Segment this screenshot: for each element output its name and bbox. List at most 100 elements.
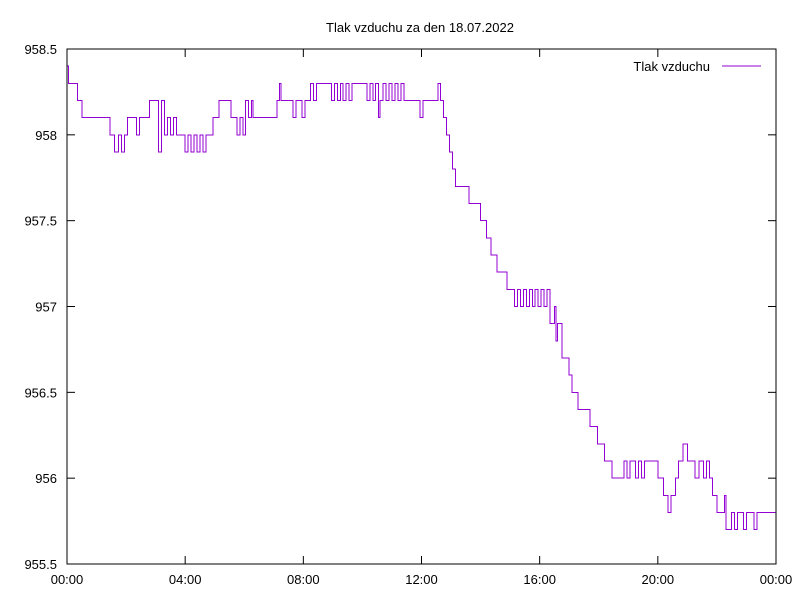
data-point: [588, 409, 589, 410]
data-point: [205, 134, 206, 135]
data-point: [663, 495, 664, 496]
data-point: [694, 478, 695, 479]
data-point: [597, 443, 598, 444]
data-point: [612, 478, 613, 479]
data-point: [610, 461, 611, 462]
x-tick-label: 20:00: [642, 572, 675, 587]
data-point: [668, 512, 669, 513]
data-point: [671, 495, 672, 496]
data-point: [80, 100, 81, 101]
data-point: [629, 461, 630, 462]
data-point: [712, 495, 713, 496]
data-point: [164, 134, 165, 135]
data-point: [239, 117, 240, 118]
data-point: [682, 443, 683, 444]
data-point: [202, 152, 203, 153]
data-point: [346, 83, 347, 84]
data-point: [161, 100, 162, 101]
y-tick-label: 957: [35, 300, 57, 315]
legend: Tlak vzduchu: [633, 59, 761, 74]
x-tick-label: 08:00: [287, 572, 320, 587]
data-point: [124, 134, 125, 135]
data-point: [603, 443, 604, 444]
data-point: [514, 306, 515, 307]
data-point: [276, 100, 277, 101]
data-point: [127, 117, 128, 118]
data-point: [295, 100, 296, 101]
data-point: [304, 100, 305, 101]
data-point: [635, 478, 636, 479]
data-point: [108, 117, 109, 118]
data-point: [490, 255, 491, 256]
data-point: [420, 117, 421, 118]
data-point: [329, 83, 330, 84]
data-point: [236, 134, 237, 135]
data-point: [662, 478, 663, 479]
data-point: [400, 83, 401, 84]
data-point: [743, 529, 744, 530]
data-point: [394, 83, 395, 84]
data-point: [507, 289, 508, 290]
data-point: [211, 134, 212, 135]
data-point: [352, 83, 353, 84]
data-point: [369, 83, 370, 84]
data-point: [194, 134, 195, 135]
data-point: [191, 152, 192, 153]
data-point: [716, 512, 717, 513]
data-point: [505, 272, 506, 273]
data-point: [75, 83, 76, 84]
data-point: [572, 392, 573, 393]
data-point: [313, 100, 314, 101]
series-layer: [67, 65, 776, 531]
data-point: [196, 152, 197, 153]
data-point: [418, 100, 419, 101]
data-point: [622, 478, 623, 479]
y-tick-label: 955.5: [24, 557, 57, 572]
data-point: [550, 323, 551, 324]
data-point: [253, 117, 254, 118]
data-point: [731, 512, 732, 513]
data-point: [230, 117, 231, 118]
data-point: [485, 220, 486, 221]
data-point: [538, 306, 539, 307]
data-point: [436, 100, 437, 101]
data-point: [699, 461, 700, 462]
data-point: [331, 100, 332, 101]
data-point: [397, 100, 398, 101]
data-point: [554, 306, 555, 307]
data-point: [567, 358, 568, 359]
data-point: [657, 478, 658, 479]
data-point: [248, 117, 249, 118]
data-point: [219, 100, 220, 101]
data-point: [136, 134, 137, 135]
data-point: [182, 134, 183, 135]
data-point: [176, 134, 177, 135]
plot-frame: [66, 48, 777, 565]
data-point: [199, 134, 200, 135]
data-point: [517, 289, 518, 290]
data-point: [467, 186, 468, 187]
data-point: [737, 512, 738, 513]
data-point: [422, 100, 423, 101]
data-point: [703, 478, 704, 479]
data-point: [185, 152, 186, 153]
data-point: [383, 83, 384, 84]
data-point: [365, 83, 366, 84]
data-point: [118, 134, 119, 135]
data-point: [386, 100, 387, 101]
data-point: [541, 289, 542, 290]
data-point: [452, 169, 453, 170]
data-point: [389, 83, 390, 84]
data-point: [440, 100, 441, 101]
data-point: [188, 134, 189, 135]
data-point: [81, 117, 82, 118]
data-point: [746, 512, 747, 513]
data-point: [334, 83, 335, 84]
data-point: [343, 100, 344, 101]
legend-label: Tlak vzduchu: [633, 59, 710, 74]
data-point: [279, 83, 280, 84]
data-point: [594, 426, 595, 427]
data-point: [437, 83, 438, 84]
data-point: [148, 117, 149, 118]
